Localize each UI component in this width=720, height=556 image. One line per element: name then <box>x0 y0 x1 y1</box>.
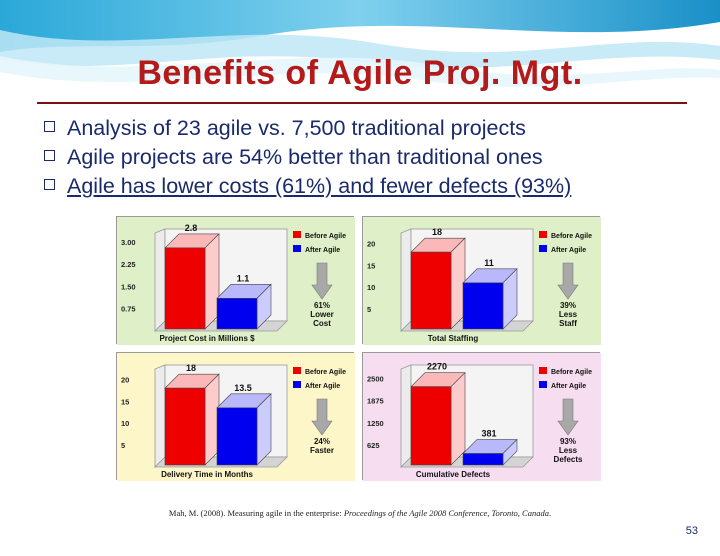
legend-swatch-before <box>293 367 301 374</box>
x-axis-label: Cumulative Defects <box>416 470 491 479</box>
square-bullet-icon <box>44 150 55 161</box>
down-arrow-icon <box>311 398 333 436</box>
bullet-text: Agile has lower costs (61%) and fewer de… <box>67 174 572 198</box>
bar-before-agile <box>410 386 452 466</box>
chart-annotation: Lower <box>310 310 334 319</box>
bullet-item: Analysis of 23 agile vs. 7,500 tradition… <box>44 114 571 143</box>
x-axis-label: Total Staffing <box>428 334 479 343</box>
x-axis-label: Delivery Time in Months <box>161 470 253 479</box>
citation-source: Proceedings of the Agile 2008 Conference… <box>343 508 549 518</box>
bullet-item: Agile projects are 54% better than tradi… <box>44 143 571 172</box>
y-tick-label: 2.25 <box>121 260 136 269</box>
legend-label: After Agile <box>551 383 586 390</box>
chart-annotation: Faster <box>310 446 334 455</box>
square-bullet-icon <box>44 121 55 132</box>
chart-total-staffing: 20 15 10 5 18 11 Total Staffing Before Agile Aft… <box>362 216 601 345</box>
y-tick-label: 15 <box>367 261 375 270</box>
y-tick-label: 1.50 <box>121 282 136 291</box>
legend-label: Before Agile <box>551 369 592 376</box>
bar-value-label: 2270 <box>427 362 447 372</box>
chart-annotation: 93% <box>560 437 576 446</box>
chart-side-wall <box>154 364 166 468</box>
chart-annotation: Less <box>559 310 578 319</box>
citation-text: Mah, M. (2008). Measuring agile in the e… <box>168 508 344 518</box>
y-tick-label: 20 <box>367 239 375 248</box>
chart-svg: 20 15 10 5 18 11 Total Staffing Before Agile Aft… <box>363 217 601 345</box>
header-wave-background <box>0 0 720 87</box>
chart-side-wall <box>400 228 412 332</box>
bar-before-agile <box>410 251 452 330</box>
bar-value-label: 13.5 <box>234 383 252 393</box>
bar-value-label: 11 <box>484 258 494 268</box>
y-tick-label: 1250 <box>367 419 384 428</box>
y-tick-label: 0.75 <box>121 305 136 314</box>
chart-annotation: 24% <box>314 437 330 446</box>
y-tick-label: 10 <box>367 283 375 292</box>
y-tick-label: 1875 <box>367 397 384 406</box>
chart-annotation: Less <box>559 446 578 455</box>
y-tick-label: 10 <box>121 419 129 428</box>
bullet-text: Analysis of 23 agile vs. 7,500 tradition… <box>67 116 526 140</box>
citation: Mah, M. (2008). Measuring agile in the e… <box>0 508 720 518</box>
bar-before-agile <box>164 387 206 466</box>
bar-value-label: 18 <box>186 363 196 373</box>
bar-value-label: 1.1 <box>237 273 250 283</box>
square-bullet-icon <box>44 179 55 190</box>
legend-swatch-before <box>539 367 547 374</box>
chart-side-wall <box>400 364 412 468</box>
bar-before-agile <box>164 247 206 330</box>
chart-delivery-time: 20 15 10 5 18 13.5 Delivery Time in Months Befo… <box>116 352 355 481</box>
bar-after-agile <box>462 453 504 466</box>
legend-swatch-after <box>539 245 547 252</box>
legend-label: After Agile <box>305 383 340 390</box>
legend-swatch-before <box>539 231 547 238</box>
chart-project-cost: 3.00 2.25 1.50 0.75 2.8 1.1 Project Cost in Mi… <box>116 216 355 345</box>
down-arrow-icon <box>311 262 333 300</box>
legend-label: Before Agile <box>305 369 346 376</box>
bar-value-label: 381 <box>481 429 496 439</box>
chart-annotation: 39% <box>560 301 576 310</box>
chart-svg: 3.00 2.25 1.50 0.75 2.8 1.1 Project Cost in Mi… <box>117 217 355 345</box>
y-tick-label: 2500 <box>367 375 384 384</box>
down-arrow-icon <box>557 398 579 436</box>
bullet-text: Agile projects are 54% better than tradi… <box>67 145 543 169</box>
chart-annotation: Cost <box>313 319 331 328</box>
bar-side <box>450 371 466 466</box>
chart-svg: 2500 1875 1250 625 2270 381 Cumulative Defects… <box>363 353 601 481</box>
bar-after-agile <box>216 407 258 466</box>
chart-side-wall <box>154 228 166 332</box>
y-tick-label: 5 <box>367 305 371 314</box>
legend-label: Before Agile <box>551 233 592 240</box>
legend-label: After Agile <box>305 247 340 254</box>
chart-annotation: 61% <box>314 301 330 310</box>
y-tick-label: 625 <box>367 441 380 450</box>
legend-label: Before Agile <box>305 233 346 240</box>
title-divider <box>37 102 687 104</box>
down-arrow-icon <box>557 262 579 300</box>
y-tick-label: 3.00 <box>121 238 136 247</box>
bullet-list: Analysis of 23 agile vs. 7,500 tradition… <box>44 114 571 201</box>
legend-swatch-after <box>293 245 301 252</box>
bar-after-agile <box>462 282 504 330</box>
slide-title: Benefits of Agile Proj. Mgt. <box>137 54 583 92</box>
y-tick-label: 20 <box>121 375 129 384</box>
bar-value-label: 2.8 <box>185 223 198 233</box>
page-number: 53 <box>685 525 698 537</box>
chart-svg: 20 15 10 5 18 13.5 Delivery Time in Months Befo… <box>117 353 355 481</box>
legend-swatch-after <box>539 381 547 388</box>
x-axis-label: Project Cost in Millions $ <box>159 334 255 343</box>
y-tick-label: 5 <box>121 441 125 450</box>
chart-cumulative-defects: 2500 1875 1250 625 2270 381 Cumulative Defects… <box>362 352 601 481</box>
legend-swatch-after <box>293 381 301 388</box>
bar-value-label: 18 <box>432 227 442 237</box>
bullet-item: Agile has lower costs (61%) and fewer de… <box>44 172 571 201</box>
chart-annotation: Defects <box>554 455 583 464</box>
y-tick-label: 15 <box>121 397 129 406</box>
legend-swatch-before <box>293 231 301 238</box>
citation-end: . <box>548 508 552 518</box>
chart-annotation: Staff <box>559 319 577 328</box>
legend-label: After Agile <box>551 247 586 254</box>
bar-after-agile <box>216 298 258 330</box>
